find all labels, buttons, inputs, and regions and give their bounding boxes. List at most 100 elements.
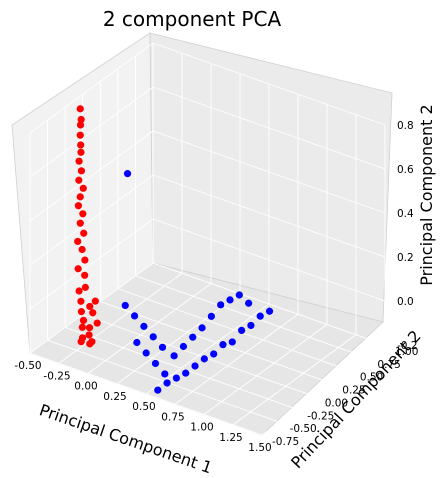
- scatter-point: [172, 374, 180, 382]
- scatter-point: [123, 170, 132, 178]
- x-tick-label: 1.50: [248, 442, 271, 454]
- scatter-point: [207, 312, 215, 320]
- scatter-point: [247, 321, 255, 330]
- x-tick-label: 0.75: [161, 411, 184, 423]
- y-tick-label: -0.50: [290, 423, 317, 435]
- scatter-point: [81, 271, 89, 279]
- scatter-point: [77, 167, 86, 175]
- scatter-point: [265, 307, 274, 315]
- scatter-point: [77, 297, 85, 305]
- scatter-point: [158, 343, 167, 351]
- grid-line: [152, 42, 386, 126]
- z-tick-label: 0.8: [397, 120, 414, 132]
- scatter-point: [75, 157, 83, 165]
- scatter-point: [75, 287, 83, 295]
- grid-line: [29, 218, 154, 310]
- scatter-point: [238, 326, 246, 334]
- scatter-point: [121, 301, 129, 310]
- scatter-point: [179, 342, 188, 351]
- scatter-point: [77, 141, 85, 149]
- scatter-point: [85, 331, 93, 339]
- grid-line: [29, 130, 154, 222]
- grid-line: [152, 174, 386, 258]
- x-tick-label: 1.25: [219, 432, 242, 444]
- scatter-point: [149, 333, 157, 341]
- z-tick-label: 0.0: [397, 296, 414, 308]
- z-tick-label: -0.2: [397, 340, 418, 352]
- x-tick-label: 0.00: [74, 381, 97, 393]
- scatter-point: [76, 193, 84, 201]
- scatter-point: [200, 355, 208, 363]
- x-tick-label: 1.00: [190, 422, 213, 434]
- scatter-point: [228, 338, 236, 346]
- scatter-point: [85, 324, 94, 332]
- grid-line: [232, 334, 357, 426]
- scatter-point: [79, 210, 87, 218]
- scatter-point: [245, 299, 253, 307]
- scatter-point: [217, 301, 225, 309]
- grid-line: [58, 272, 183, 364]
- y-tick-label: -0.25: [307, 410, 334, 422]
- scatter-point: [74, 202, 82, 210]
- scatter-point: [77, 338, 85, 346]
- grid-line: [135, 275, 368, 359]
- grid-line: [29, 42, 154, 134]
- scatter-point: [80, 229, 88, 237]
- scatter-point: [198, 324, 206, 332]
- grid-line: [87, 283, 212, 374]
- grid-line: [152, 218, 386, 302]
- scatter-point: [161, 370, 169, 378]
- scatter-point: [130, 312, 139, 320]
- scatter-point: [89, 309, 97, 317]
- scatter-point: [182, 369, 190, 377]
- scatter-point: [163, 379, 171, 387]
- y-tick-label: 0.00: [325, 397, 348, 409]
- y-tick-label: 0.75: [377, 359, 400, 371]
- scatter-point: [74, 265, 82, 273]
- scatter-point: [140, 322, 148, 330]
- grid-line: [100, 301, 333, 384]
- z-tick-label: 0.6: [397, 164, 414, 176]
- scatter-point: [79, 316, 88, 325]
- scatter-point: [219, 341, 227, 349]
- scatter-point: [142, 349, 150, 357]
- z-tick-label: 0.4: [397, 208, 414, 220]
- scatter-point: [256, 312, 264, 320]
- scatter-point: [170, 352, 178, 360]
- y-tick-label: 0.25: [342, 385, 365, 397]
- grid-line: [117, 288, 351, 372]
- scatter-point: [154, 386, 162, 394]
- scatter-point: [86, 302, 94, 311]
- grid-line: [174, 313, 299, 405]
- grid-line: [152, 86, 386, 170]
- x-tick-label: 0.50: [132, 401, 155, 413]
- scatter-point: [76, 105, 84, 113]
- chart-title: 2 component PCA: [103, 7, 282, 31]
- y-tick-label: 0.50: [360, 372, 383, 384]
- scatter-point: [77, 308, 86, 316]
- grid-line: [82, 314, 315, 397]
- grid-line: [145, 303, 270, 395]
- grid-line: [203, 324, 328, 415]
- grid-line: [29, 174, 154, 266]
- grid-line: [29, 352, 263, 436]
- scatter-point: [226, 296, 234, 304]
- y-tick-label: -0.75: [272, 436, 299, 448]
- scatter-point: [133, 338, 141, 347]
- scatter-point: [78, 323, 86, 331]
- x-axis-label: Principal Component 1: [37, 400, 215, 477]
- scatter-point: [81, 256, 89, 264]
- scatter-point: [210, 350, 218, 358]
- grid-lines: [29, 42, 386, 436]
- scatter-point: [189, 333, 197, 341]
- x-tick-label: -0.25: [43, 370, 70, 382]
- grid-line: [152, 262, 386, 346]
- grid-line: [152, 130, 386, 214]
- x-tick-label: 0.25: [103, 391, 126, 403]
- scatter-point: [78, 245, 86, 254]
- x-tick-label: -0.50: [14, 360, 41, 372]
- scatter-point: [75, 176, 83, 184]
- scatter-point: [91, 297, 99, 305]
- scatter-point: [77, 115, 85, 124]
